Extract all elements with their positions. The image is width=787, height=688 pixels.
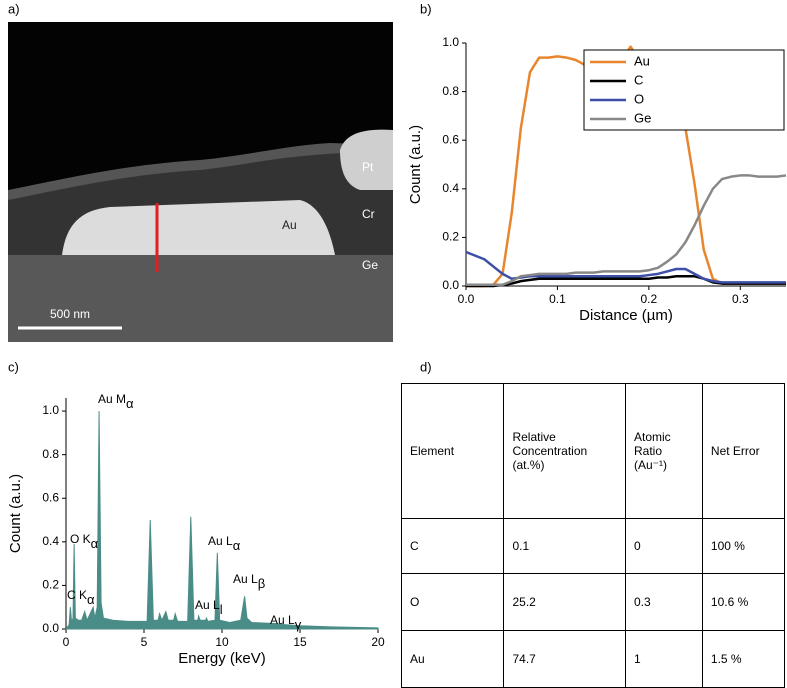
x-tick-label: 0	[63, 635, 70, 649]
y-tick-label: 0.0	[42, 621, 59, 635]
legend-label: Au	[634, 53, 650, 68]
peak-annotation: Au Lγ	[270, 613, 302, 632]
x-axis-label: Distance (µm)	[579, 307, 673, 324]
peak-annotation: Au Ll	[195, 598, 223, 617]
scale-label: 500 nm	[50, 307, 90, 321]
table-cell: 10.6 %	[701, 573, 786, 631]
table-row: Au 74.7 1 1.5 %	[400, 630, 786, 688]
y-tick-label: 0.2	[42, 578, 59, 592]
y-tick-label: 0.8	[442, 84, 459, 98]
peak-annotation: O Kα	[70, 532, 99, 551]
x-tick-label: 0.1	[549, 292, 566, 306]
annotation-text: Au M	[98, 392, 126, 406]
results-table: Element Relative Concentration (at.%) Atom…	[400, 383, 786, 688]
micrograph: 500 nm Pt Cr Au Ge	[8, 22, 393, 342]
layer-label: Ge	[362, 258, 378, 272]
x-tick-label: 10	[215, 635, 229, 649]
y-tick-label: 0.8	[42, 447, 59, 461]
header-cell: Relative Concentration (at.%)	[503, 383, 626, 519]
layer-label: Pt	[362, 160, 374, 174]
layer-label: Au	[282, 218, 297, 232]
annotation-text: Au L	[270, 613, 295, 627]
y-tick-label: 0.4	[42, 534, 59, 548]
panel-label: c)	[8, 359, 19, 374]
y-axis-label: Count (a.u.)	[407, 125, 424, 204]
x-tick-label: 0.0	[458, 292, 475, 306]
annotation-subscript: α	[91, 536, 99, 551]
y-tick-label: 0.6	[42, 490, 59, 504]
x-axis-label: Energy (keV)	[178, 650, 266, 667]
table-row: O 25.2 0.3 10.6 %	[400, 573, 786, 631]
table-cell: 1.5 %	[701, 630, 786, 688]
annotation-subscript: γ	[295, 617, 302, 632]
peak-annotation: Au Lα	[208, 534, 241, 553]
table-cell: 100 %	[701, 518, 786, 574]
x-tick-label: 15	[293, 635, 307, 649]
pt-layer	[340, 129, 393, 190]
annotation-text: Au L	[208, 534, 233, 548]
annotation-text: C K	[67, 588, 87, 602]
table-cell: 74.7	[503, 630, 626, 688]
table-row: Element Relative Concentration (at.%) Atom…	[400, 383, 786, 519]
table-cell: 0	[624, 518, 703, 574]
legend-label: O	[634, 91, 644, 106]
peak-annotation: Au Lβ	[233, 572, 265, 591]
peak-annotation: C Kα	[67, 588, 95, 607]
panel-label: b)	[420, 1, 432, 16]
header-cell: Element	[400, 383, 505, 519]
table-cell: 0.1	[503, 518, 626, 574]
legend-label: Ge	[634, 110, 651, 125]
table-row: C 0.1 0 100 %	[400, 518, 786, 574]
table-cell: 0.3	[624, 573, 703, 631]
header-cell: Net Error	[701, 383, 786, 519]
legend-box	[583, 49, 785, 131]
table-cell: 1	[624, 630, 703, 688]
y-tick-label: 1.0	[442, 35, 459, 49]
y-tick-label: 0.6	[442, 132, 459, 146]
table-cell: Au	[400, 630, 505, 688]
table-cell: O	[400, 573, 505, 631]
table-cell: 25.2	[503, 573, 626, 631]
x-tick-label: 20	[371, 635, 385, 649]
panel-label: a)	[8, 1, 20, 16]
peak-annotation: Au Mα	[98, 392, 134, 411]
header-cell: Atomic Ratio (Au⁻¹)	[624, 383, 703, 519]
annotation-text: O K	[70, 532, 91, 546]
annotation-subscript: α	[233, 538, 241, 553]
x-tick-label: 0.3	[732, 292, 749, 306]
annotation-subscript: β	[258, 576, 265, 591]
spectrum-area	[65, 411, 379, 630]
annotation-subscript: α	[126, 396, 134, 411]
x-tick-label: 0.2	[641, 292, 658, 306]
layer-label: Cr	[362, 207, 375, 221]
data-line	[466, 174, 787, 287]
y-tick-label: 0.4	[442, 181, 459, 195]
legend: Au CO Ge	[583, 49, 785, 131]
x-tick-label: 5	[141, 635, 148, 649]
y-axis-label: Count (a.u.)	[7, 474, 24, 553]
au-layer	[62, 200, 335, 255]
panel-label: d)	[420, 359, 432, 374]
annotation-text: Au L	[233, 572, 258, 586]
y-tick-label: 0.2	[442, 230, 459, 244]
table-cell: C	[400, 518, 505, 574]
legend-label: C	[634, 72, 643, 87]
annotation-text: Au L	[195, 598, 220, 612]
annotation-subscript: l	[220, 602, 223, 617]
y-tick-label: 0.0	[442, 278, 459, 292]
annotation-subscript: α	[87, 592, 95, 607]
y-tick-label: 1.0	[42, 403, 59, 417]
